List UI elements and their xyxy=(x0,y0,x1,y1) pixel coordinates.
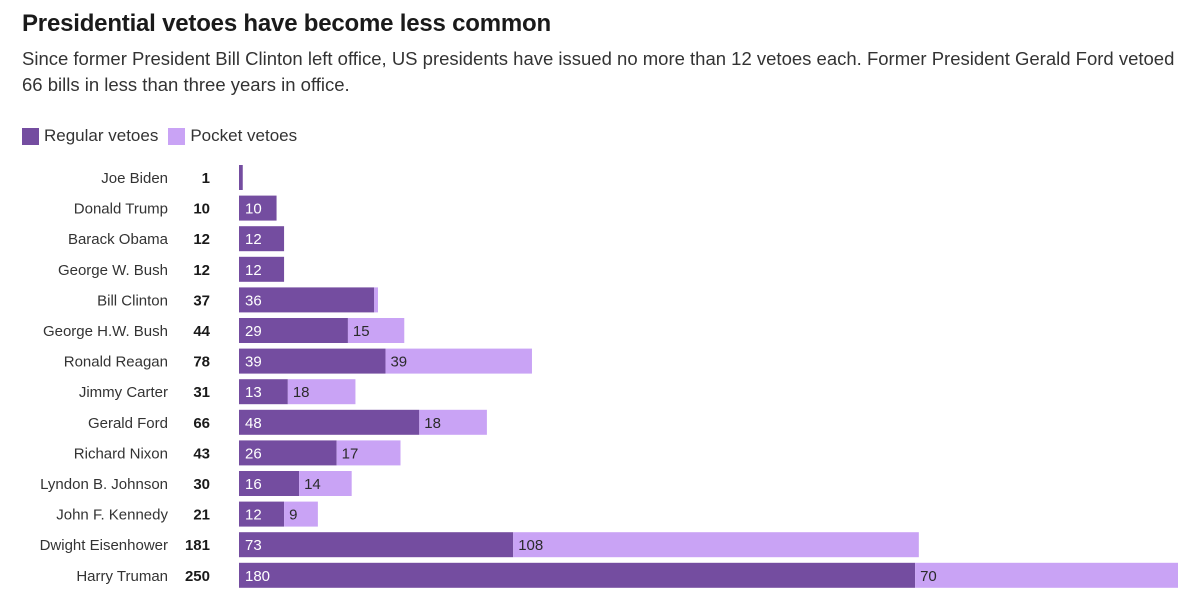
legend-item-pocket: Pocket vetoes xyxy=(168,126,297,146)
veto-total: 43 xyxy=(193,445,210,462)
regular-veto-bar xyxy=(239,287,375,313)
veto-total: 250 xyxy=(185,568,210,585)
pocket-veto-label: 14 xyxy=(304,476,321,493)
pocket-veto-bar xyxy=(513,532,919,558)
veto-total: 66 xyxy=(193,415,210,432)
legend-swatch-regular xyxy=(22,127,39,145)
regular-veto-label: 48 xyxy=(245,415,262,432)
regular-veto-label: 26 xyxy=(245,445,262,462)
president-name: Barack Obama xyxy=(68,231,169,248)
veto-total: 30 xyxy=(193,476,210,493)
pocket-veto-label: 9 xyxy=(289,507,297,524)
regular-veto-bar xyxy=(239,471,300,496)
president-name: George H.W. Bush xyxy=(43,323,168,340)
president-name: Jimmy Carter xyxy=(79,384,168,401)
president-name: Harry Truman xyxy=(76,568,168,585)
president-name: Ronald Reagan xyxy=(64,354,168,371)
president-name: Bill Clinton xyxy=(97,292,168,309)
regular-veto-label: 10 xyxy=(245,201,262,218)
regular-veto-bar xyxy=(239,165,243,190)
president-name: Joe Biden xyxy=(101,170,168,187)
regular-veto-bar xyxy=(239,440,337,466)
regular-veto-label: 12 xyxy=(245,231,262,248)
regular-veto-bar xyxy=(239,226,285,252)
pocket-veto-bar xyxy=(374,287,378,313)
pocket-veto-bar xyxy=(287,379,356,405)
regular-veto-bar xyxy=(239,409,420,435)
veto-total: 21 xyxy=(193,507,210,524)
legend-label-regular: Regular vetoes xyxy=(44,126,159,145)
president-name: George W. Bush xyxy=(58,262,168,279)
veto-total: 10 xyxy=(193,201,210,218)
pocket-veto-label: 70 xyxy=(920,568,937,585)
veto-total: 12 xyxy=(193,262,210,279)
veto-total: 181 xyxy=(185,537,210,554)
veto-total: 12 xyxy=(193,231,210,248)
legend-item-regular: Regular vetoes xyxy=(22,126,158,146)
legend: Regular vetoes Pocket vetoes xyxy=(22,126,307,146)
regular-veto-label: 12 xyxy=(245,262,262,279)
regular-veto-bar xyxy=(239,501,285,527)
legend-label-pocket: Pocket vetoes xyxy=(190,126,298,145)
regular-veto-bar xyxy=(239,532,514,558)
president-name: Richard Nixon xyxy=(74,445,168,462)
pocket-veto-label: 108 xyxy=(518,537,543,554)
president-name: Gerald Ford xyxy=(88,415,168,432)
regular-veto-bar xyxy=(239,195,277,221)
pocket-veto-bar xyxy=(284,501,318,527)
veto-total: 37 xyxy=(193,292,210,309)
regular-veto-label: 73 xyxy=(245,537,262,554)
regular-veto-label: 16 xyxy=(245,476,262,493)
chart-subtitle: Since former President Bill Clinton left… xyxy=(22,48,1175,95)
president-name: Lyndon B. Johnson xyxy=(40,476,168,493)
regular-veto-bar xyxy=(239,379,288,405)
veto-total: 44 xyxy=(193,323,210,340)
pocket-veto-label: 39 xyxy=(390,354,407,371)
regular-veto-label: 29 xyxy=(245,323,262,340)
regular-veto-bar xyxy=(239,256,285,282)
veto-total: 78 xyxy=(193,354,210,371)
president-name: John F. Kennedy xyxy=(56,507,168,524)
regular-veto-label: 39 xyxy=(245,354,262,371)
pocket-veto-label: 18 xyxy=(293,384,310,401)
pocket-veto-bar xyxy=(385,348,532,374)
regular-veto-label: 12 xyxy=(245,507,262,524)
regular-veto-bar xyxy=(239,562,916,588)
regular-veto-label: 13 xyxy=(245,384,262,401)
regular-veto-bar xyxy=(239,318,348,343)
president-name: Dwight Eisenhower xyxy=(40,537,168,554)
pocket-veto-bar xyxy=(347,318,405,343)
veto-total: 1 xyxy=(202,170,210,187)
pocket-veto-bar xyxy=(299,471,352,496)
pocket-veto-bar xyxy=(336,440,401,466)
regular-veto-label: 180 xyxy=(245,568,270,585)
pocket-veto-bar xyxy=(419,409,487,435)
regular-veto-label: 36 xyxy=(245,292,262,309)
legend-swatch-pocket xyxy=(168,127,186,145)
president-name: Donald Trump xyxy=(74,201,168,218)
pocket-veto-label: 15 xyxy=(353,323,370,340)
veto-total: 31 xyxy=(193,384,210,401)
pocket-veto-label: 17 xyxy=(342,445,359,462)
pocket-veto-bar xyxy=(915,562,1178,588)
regular-veto-bar xyxy=(239,348,386,374)
pocket-veto-label: 18 xyxy=(424,415,441,432)
chart-title: Presidential vetoes have become less com… xyxy=(22,10,551,37)
